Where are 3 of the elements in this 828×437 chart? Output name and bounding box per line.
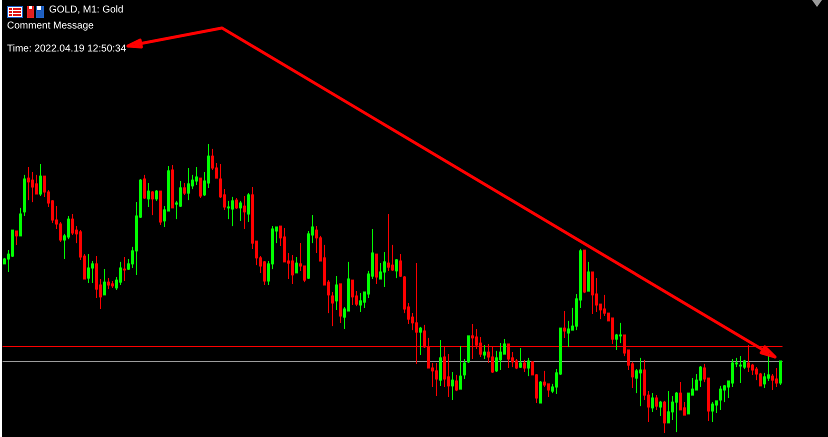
text: Time: 2022.04.19 12:50:34 [7,44,127,54]
chart-title: GOLD, M1: Gold [49,4,124,16]
text: Comment Message [7,20,94,32]
